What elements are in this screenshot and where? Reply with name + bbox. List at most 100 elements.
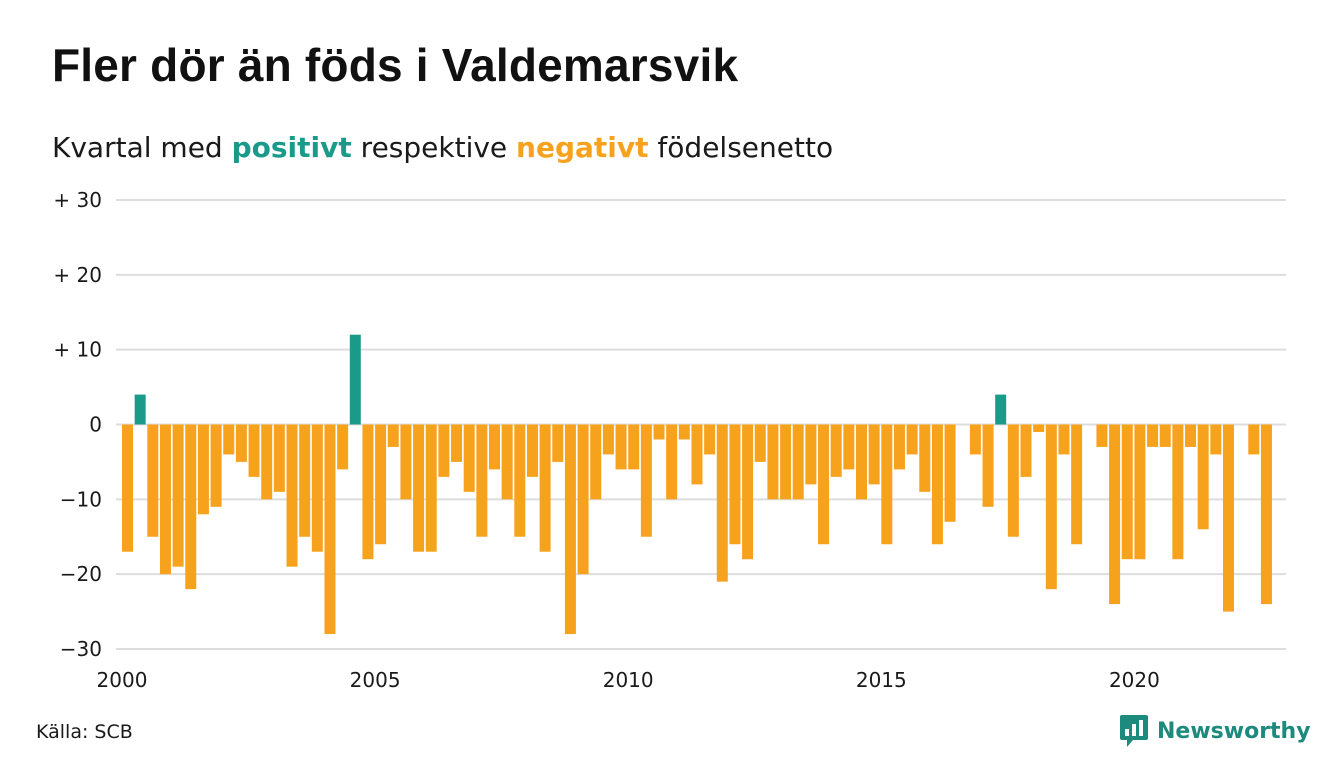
x-tick-label: 2000	[97, 668, 148, 692]
bar-negative	[818, 424, 830, 545]
chart-title: Fler dör än föds i Valdemarsvik	[52, 39, 739, 91]
bar-negative	[1109, 424, 1121, 605]
bar-negative	[691, 424, 703, 485]
bar-negative	[982, 424, 994, 507]
y-tick-label: + 10	[53, 338, 102, 362]
bar-negative	[235, 424, 247, 462]
bar-negative	[463, 424, 475, 492]
bar-negative	[830, 424, 842, 477]
bar-negative	[539, 424, 551, 552]
bar-negative	[767, 424, 779, 500]
bar-negative	[1210, 424, 1222, 455]
bar-negative	[881, 424, 893, 545]
bar-negative	[1260, 424, 1272, 605]
bar-negative	[1045, 424, 1057, 590]
bar-negative	[375, 424, 387, 545]
subtitle-text-1: Kvartal med	[52, 131, 232, 164]
bar-negative	[197, 424, 209, 515]
x-axis-tick-labels: 2000 2005 2010 2015 2020	[97, 668, 1160, 692]
y-tick-label: + 30	[53, 188, 102, 212]
bar-positive	[349, 334, 361, 425]
bar-negative	[261, 424, 273, 500]
bar-negative	[514, 424, 526, 537]
bar-negative	[805, 424, 817, 485]
bar-negative	[1197, 424, 1209, 530]
bar-negative	[223, 424, 235, 455]
bar-negative	[488, 424, 500, 470]
bar-negative	[1096, 424, 1108, 447]
bar-negative	[1159, 424, 1171, 447]
bar-negative	[311, 424, 323, 552]
bar-negative	[248, 424, 260, 477]
y-tick-label: −30	[60, 637, 102, 661]
bar-negative	[526, 424, 538, 477]
bar-negative	[868, 424, 880, 485]
y-tick-label: 0	[89, 413, 102, 437]
bar-negative	[1058, 424, 1070, 455]
bar-negative	[425, 424, 437, 552]
bar-negative	[919, 424, 931, 492]
x-tick-label: 2005	[350, 668, 401, 692]
bar-negative	[413, 424, 425, 552]
bar-negative	[552, 424, 564, 462]
bar-negative	[602, 424, 614, 455]
bar-negative	[387, 424, 399, 447]
bar-negative	[1134, 424, 1146, 560]
source-note: Källa: SCB	[36, 721, 133, 743]
bar-negative	[1071, 424, 1083, 545]
bar-negative	[337, 424, 349, 470]
bar-negative	[615, 424, 627, 470]
bar-negative	[1121, 424, 1133, 560]
y-tick-label: −10	[60, 487, 102, 511]
bar-negative	[843, 424, 855, 470]
bar-negative	[653, 424, 665, 440]
bar-negative	[122, 424, 133, 552]
bar-negative	[147, 424, 159, 537]
bar-negative	[704, 424, 716, 455]
bar-negative	[1185, 424, 1197, 447]
bar-negative	[1147, 424, 1159, 447]
bar-positive	[134, 394, 146, 425]
bar-negative	[754, 424, 766, 462]
bar-negative	[640, 424, 652, 537]
bar-negative	[159, 424, 171, 575]
bar-negative	[185, 424, 197, 590]
brand-name: Newsworthy	[1157, 718, 1311, 744]
bar-negative	[906, 424, 918, 455]
bar-negative	[944, 424, 956, 522]
bar-negative	[299, 424, 311, 537]
bar-negative	[501, 424, 513, 500]
bar-negative	[273, 424, 285, 492]
bar-negative	[210, 424, 222, 507]
bar-negative	[792, 424, 804, 500]
bar-negative	[476, 424, 488, 537]
x-tick-label: 2020	[1109, 668, 1160, 692]
y-tick-label: + 20	[53, 263, 102, 287]
bar-negative	[438, 424, 450, 477]
bars	[122, 334, 1272, 635]
x-tick-label: 2010	[603, 668, 654, 692]
bar-negative	[931, 424, 943, 545]
bar-negative	[969, 424, 981, 455]
bar-negative	[780, 424, 792, 500]
bar-negative	[1222, 424, 1234, 612]
bar-negative	[286, 424, 298, 567]
bar-negative	[742, 424, 754, 560]
chart-subtitle: Kvartal med positivt respektive negativt…	[52, 131, 833, 164]
bar-negative	[451, 424, 463, 462]
x-tick-label: 2015	[856, 668, 907, 692]
newsworthy-logo-icon	[1120, 715, 1148, 747]
bar-negative	[855, 424, 867, 500]
subtitle-text-3: födelsenetto	[648, 131, 834, 164]
bar-negative	[893, 424, 905, 470]
bar-chart: + 30+ 20+ 100−10−20−30 2000 2005 2010 2015 2…	[53, 188, 1286, 692]
subtitle-negative-word: negativt	[516, 131, 649, 164]
newsworthy-logo[interactable]: Newsworthy	[1119, 713, 1311, 749]
bar-negative	[716, 424, 728, 582]
bar-negative	[172, 424, 184, 567]
bar-negative	[1020, 424, 1032, 477]
bar-negative	[1033, 424, 1045, 432]
bar-negative	[362, 424, 374, 560]
bar-negative	[564, 424, 576, 635]
bar-negative	[729, 424, 741, 545]
